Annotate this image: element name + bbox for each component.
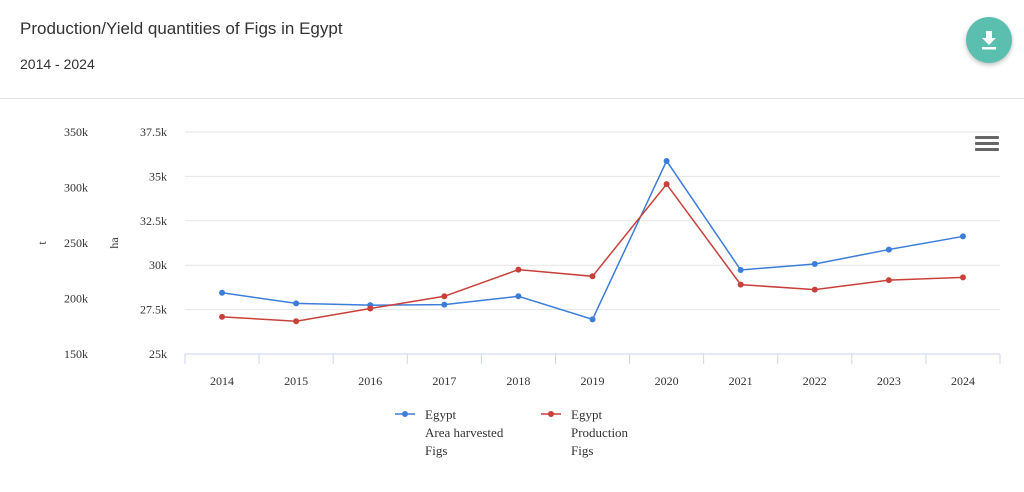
download-button[interactable] [966,17,1012,63]
data-point [441,301,448,308]
data-point [589,316,596,323]
data-point [663,157,670,164]
data-point [293,318,300,325]
data-point [293,300,300,307]
y-tick-label-ha: 32.5k [140,214,167,228]
y-axis-ha-ticks: 25k 27.5k 30k 32.5k 35k 37.5k ha [107,125,167,361]
x-tick-label: 2014 [210,374,234,388]
legend-swatch-marker [402,411,408,417]
y-tick-label-t: 200k [64,292,88,306]
data-point [959,233,966,240]
series-line-1 [222,182,963,323]
legend-label-line: Production [571,425,629,440]
series-line-0 [221,159,964,321]
data-point [515,293,522,300]
legend-swatch-marker [548,411,554,417]
y-tick-label-ha: 30k [149,258,167,272]
y-tick-label-t: 250k [64,236,88,250]
y-tick-label-t: 150k [64,347,88,361]
x-tick-label: 2015 [284,374,308,388]
legend-label-line: Egypt [425,407,456,422]
data-point [589,273,596,280]
x-axis: 2014 2015 2016 2017 2018 2019 2020 2021 2022 2023… [184,354,1001,388]
x-tick-label: 2017 [432,374,456,388]
x-tick-label: 2024 [951,374,975,388]
y-tick-label-ha: 37.5k [140,125,167,139]
data-point [811,286,818,293]
y-axis-title-ha: ha [107,237,121,249]
data-point [663,181,670,188]
grid-lines [185,131,1000,355]
x-tick-label: 2021 [729,374,753,388]
data-point [515,266,522,273]
y-axis-title-t: t [35,241,49,245]
card-header: Production/Yield quantities of Figs in E… [0,0,1024,99]
legend-label-line: Figs [425,443,447,458]
series-layer [219,157,966,325]
legend-label-line: Egypt [571,407,602,422]
y-axis-t-ticks: 150k 200k 250k 300k 350k t [35,125,88,361]
legend-label-line: Figs [571,443,593,458]
legend-label-line: Area harvested [425,425,504,440]
data-point [959,274,966,281]
hamburger-menu-icon[interactable] [975,136,999,154]
data-point [219,289,226,296]
data-point [811,260,818,267]
data-point [441,293,448,300]
y-tick-label-t: 350k [64,125,88,139]
data-point [737,266,744,273]
y-tick-label-ha: 27.5k [140,303,167,317]
data-point [885,277,892,284]
download-icon [982,31,996,50]
x-tick-label: 2019 [581,374,605,388]
chart-subtitle: 2014 - 2024 [20,56,95,72]
y-tick-label-ha: 25k [149,347,167,361]
data-point [885,246,892,253]
data-point [219,313,226,320]
chart-title: Production/Yield quantities of Figs in E… [20,19,343,38]
y-tick-label-ha: 35k [149,169,167,183]
x-tick-label: 2016 [358,374,382,388]
x-tick-label: 2023 [877,374,901,388]
data-point [367,305,374,312]
x-tick-label: 2020 [655,374,679,388]
legend: Egypt Area harvested Figs Egypt Production Fi… [395,407,629,458]
data-point [737,281,744,288]
x-tick-label: 2022 [803,374,827,388]
y-tick-label-t: 300k [64,181,88,195]
x-tick-label: 2018 [506,374,530,388]
